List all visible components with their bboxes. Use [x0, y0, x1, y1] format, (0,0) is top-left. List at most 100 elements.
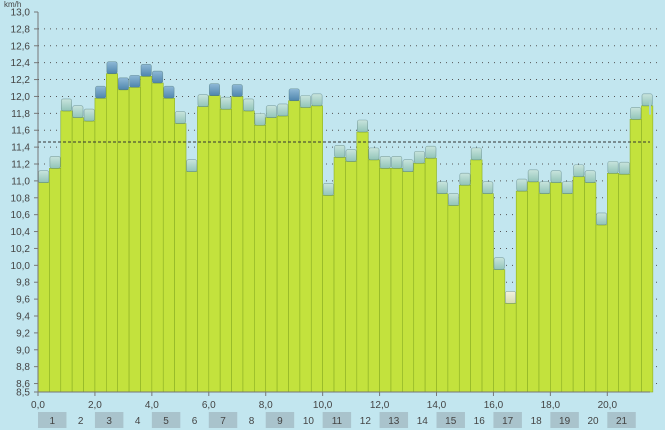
bar-body: [265, 117, 278, 393]
km-label: 13: [388, 416, 400, 427]
bar-cap: [391, 156, 403, 169]
bar-body: [379, 168, 392, 393]
bar-cap: [527, 169, 539, 183]
bar-cap: [607, 161, 619, 174]
km-segment: [94, 412, 124, 428]
bar-body: [561, 193, 574, 393]
bar-cap: [277, 103, 289, 117]
bar-body: [470, 159, 483, 393]
bar-body: [174, 123, 187, 393]
x-tick-label: 10,0: [313, 400, 333, 411]
bar-body: [106, 73, 119, 393]
km-label: 10: [303, 416, 315, 427]
km-label: 2: [78, 416, 84, 427]
bar-cap: [322, 183, 334, 196]
bar: [629, 107, 642, 393]
bar-cap: [300, 95, 312, 108]
bar-cap: [550, 170, 562, 183]
bar-body: [607, 173, 619, 393]
bar-cap: [459, 172, 471, 186]
y-tick-label: 12,6: [11, 41, 31, 52]
bar: [83, 108, 96, 393]
bar-cap: [243, 98, 255, 112]
y-axis-unit: km/h: [4, 0, 21, 9]
bar: [607, 161, 619, 393]
bar: [162, 85, 175, 393]
km-label: 5: [163, 416, 169, 427]
km-segment: [436, 412, 465, 428]
bar-body: [641, 105, 654, 393]
bar-cap: [561, 181, 573, 194]
bar-cap: [584, 170, 596, 183]
bar: [550, 170, 563, 393]
bar: [436, 181, 449, 393]
bar: [117, 77, 130, 393]
bar: [310, 93, 323, 393]
bar-cap: [539, 181, 551, 194]
km-segment: [208, 412, 238, 428]
bar-body: [151, 82, 164, 393]
bar-cap: [379, 156, 391, 169]
km-label: 21: [616, 416, 628, 427]
y-tick-label: 9,8: [16, 278, 30, 289]
y-tick-label: 12,2: [11, 75, 31, 86]
bar: [208, 83, 221, 393]
bar: [618, 161, 631, 393]
x-tick-label: 14,0: [427, 400, 447, 411]
km-label: 8: [249, 416, 255, 427]
bar-cap: [174, 111, 186, 124]
bar-body: [333, 157, 346, 393]
y-tick-label: 12,0: [11, 92, 31, 103]
bar-cap: [596, 212, 608, 226]
y-tick-label: 11,8: [11, 109, 30, 120]
x-tick-label: 8,0: [259, 400, 273, 411]
bar-cap: [38, 170, 50, 183]
y-tick-label: 9,4: [16, 312, 30, 323]
bar-body: [117, 89, 130, 393]
bar: [515, 178, 528, 393]
bar-cap: [470, 147, 482, 161]
bar-body: [37, 182, 50, 393]
bar-body: [71, 117, 84, 393]
y-tick-label: 10,2: [11, 244, 31, 255]
x-tick-label: 16,0: [484, 400, 504, 411]
bar-cap: [129, 74, 141, 88]
bar-body: [390, 168, 403, 393]
bar-cap: [436, 181, 448, 194]
bar: [60, 98, 73, 393]
km-label: 3: [106, 416, 112, 427]
km-label: 7: [220, 416, 226, 427]
bar-cap: [413, 150, 425, 164]
km-label: 17: [502, 416, 514, 427]
y-tick-label: 9,0: [16, 345, 30, 356]
bar: [458, 172, 471, 393]
km-segment: [151, 412, 181, 428]
bar-body: [242, 110, 255, 393]
y-tick-label: 9,6: [16, 295, 30, 306]
bar-cap: [425, 145, 437, 159]
bar: [424, 145, 437, 393]
bar: [322, 183, 335, 393]
y-tick-label: 12,8: [11, 24, 31, 35]
end-marker: [649, 100, 651, 115]
x-tick-labels: 0,0 2,0 4,0 6,0 8,0 10,0 12,0 14,0 16,0 18,0 20,0: [31, 392, 617, 411]
x-tick-label: 20,0: [598, 400, 618, 411]
y-tick-label: 8,8: [16, 362, 30, 373]
axes: [37, 12, 650, 393]
bar-cap: [95, 85, 107, 99]
bar-body: [49, 168, 62, 393]
bar-cap: [106, 61, 118, 75]
bar: [49, 156, 62, 393]
bar: [447, 193, 460, 393]
bar-body: [288, 100, 301, 393]
bar: [481, 181, 494, 393]
bar-cap: [254, 112, 266, 126]
x-tick-label: 4,0: [145, 400, 159, 411]
km-label: 14: [417, 416, 429, 427]
bar: [561, 181, 574, 393]
bar-body: [231, 96, 244, 393]
bar-cap: [152, 70, 164, 84]
bar: [504, 291, 517, 393]
km-label: 11: [332, 416, 343, 427]
